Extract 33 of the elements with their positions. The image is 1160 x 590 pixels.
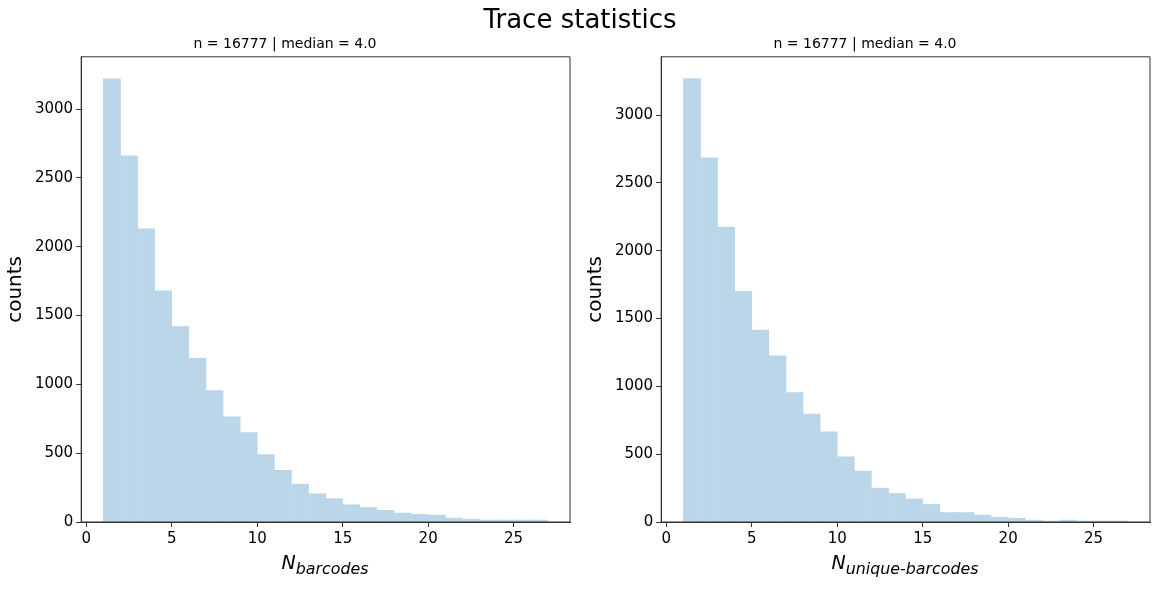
y-tick-label: 0	[63, 511, 74, 530]
y-tick-label: 3000	[614, 105, 654, 124]
y-tick-label: 500	[624, 444, 654, 463]
x-axis-title: N$_{barcodes}$	[280, 551, 370, 578]
x-axis-title: N$_{unique-barcodes}$	[830, 551, 980, 578]
x-tick-label: 10	[827, 528, 847, 547]
y-tick-label: 1000	[34, 374, 74, 393]
x-tick-label: 5	[746, 528, 757, 547]
x-tick-label: 25	[504, 528, 524, 547]
y-tick-label: 2500	[34, 167, 74, 186]
chart-subtitle: n = 16777 | median = 4.0	[193, 35, 377, 53]
chart-title: Trace statistics	[482, 4, 678, 34]
y-tick-label: 1000	[614, 376, 654, 395]
y-tick-label: 3000	[34, 98, 74, 117]
y-tick-label: 500	[44, 443, 74, 462]
x-tick-label: 20	[418, 528, 438, 547]
x-tick-label: 25	[1084, 528, 1104, 547]
x-tick-label: 5	[166, 528, 177, 547]
x-tick-label: 15	[333, 528, 353, 547]
y-axis-title: counts	[582, 255, 607, 323]
y-tick-label: 2000	[34, 236, 74, 255]
x-tick-label: 0	[661, 528, 672, 547]
chart-subtitle: n = 16777 | median = 4.0	[773, 35, 957, 53]
y-axis-title: counts	[2, 255, 27, 323]
x-tick-label: 15	[913, 528, 933, 547]
y-tick-label: 0	[643, 511, 654, 530]
y-tick-label: 1500	[34, 305, 74, 324]
y-tick-label: 1500	[614, 308, 654, 327]
y-tick-label: 2500	[614, 172, 654, 191]
x-tick-label: 10	[247, 528, 267, 547]
x-tick-label: 20	[998, 528, 1018, 547]
y-tick-label: 2000	[614, 240, 654, 259]
x-tick-label: 0	[81, 528, 92, 547]
